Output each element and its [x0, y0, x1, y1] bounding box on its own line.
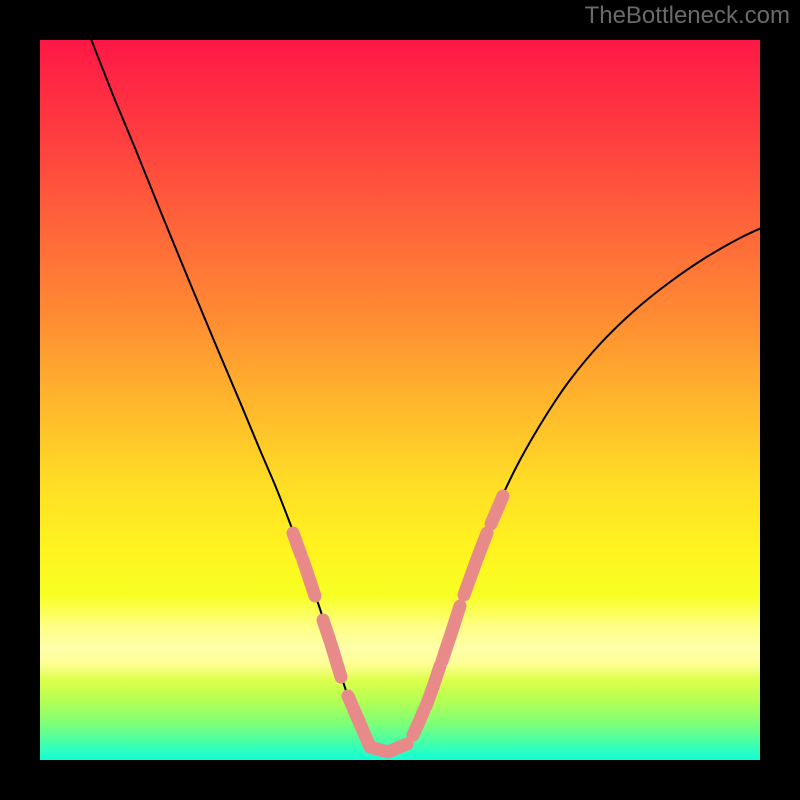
chart-container: TheBottleneck.com — [0, 0, 800, 800]
gradient-background — [40, 40, 760, 760]
pink-segment — [293, 533, 301, 555]
chart-svg — [40, 40, 760, 760]
plot-area — [40, 40, 760, 760]
watermark-text: TheBottleneck.com — [585, 2, 790, 30]
